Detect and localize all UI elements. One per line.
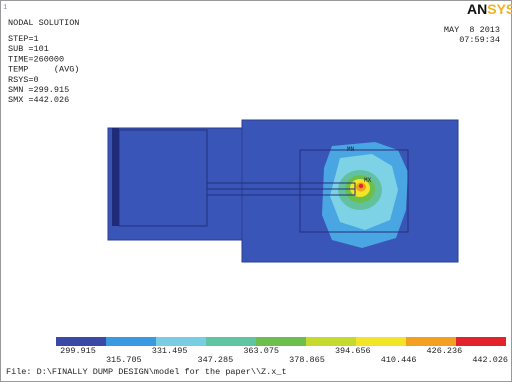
legend-label: 378.865 xyxy=(289,355,325,365)
logo: ANSYS xyxy=(467,1,512,17)
legend-band xyxy=(156,337,206,346)
logo-right: SYS xyxy=(487,1,512,17)
legend-band xyxy=(356,337,406,346)
header-line: RSYS=0 xyxy=(8,75,39,85)
date: MAY 8 2013 xyxy=(444,25,500,35)
ansys-window: 1 NODAL SOLUTION STEP=1SUB =101TIME=2600… xyxy=(0,0,512,382)
header-line: STEP=1 xyxy=(8,34,39,44)
legend-label: 363.075 xyxy=(243,346,279,356)
logo-left: AN xyxy=(467,1,487,17)
legend-band xyxy=(106,337,156,346)
legend-band xyxy=(56,337,106,346)
left-edge xyxy=(112,128,119,226)
legend-band xyxy=(206,337,256,346)
left-body xyxy=(108,128,242,240)
min-marker: MN xyxy=(347,146,355,153)
header-title: NODAL SOLUTION xyxy=(8,18,79,28)
legend-label: 410.446 xyxy=(381,355,417,365)
window-number: 1 xyxy=(3,4,7,12)
legend-band xyxy=(256,337,306,346)
legend-band xyxy=(306,337,356,346)
header-line: SUB =101 xyxy=(8,44,49,54)
max-marker: MX xyxy=(364,177,372,184)
legend-band xyxy=(406,337,456,346)
legend-label: 347.285 xyxy=(198,355,234,365)
legend-label: 426.236 xyxy=(427,346,463,356)
legend-band xyxy=(456,337,506,346)
legend-label: 331.495 xyxy=(152,346,188,356)
file-path: File: D:\FINALLY DUMP DESIGN\model for t… xyxy=(6,367,287,377)
header-line: SMX =442.026 xyxy=(8,95,69,105)
time: 07:59:34 xyxy=(459,35,500,45)
header-line: TIME=260000 xyxy=(8,54,64,64)
legend-label: 394.656 xyxy=(335,346,371,356)
header-line: TEMP (AVG) xyxy=(8,65,79,75)
zone-red xyxy=(359,184,363,188)
legend-label: 299.915 xyxy=(60,346,96,356)
legend-label: 315.705 xyxy=(106,355,142,365)
legend-label: 442.026 xyxy=(472,355,508,365)
header-line: SMN =299.915 xyxy=(8,85,69,95)
